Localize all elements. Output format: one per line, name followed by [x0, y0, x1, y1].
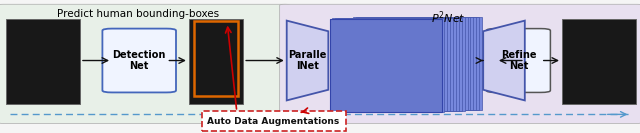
Bar — [370, 16, 482, 110]
Text: Refine
Net: Refine Net — [500, 50, 536, 71]
Polygon shape — [483, 21, 525, 100]
Bar — [333, 18, 444, 112]
FancyBboxPatch shape — [0, 4, 290, 123]
FancyBboxPatch shape — [102, 29, 176, 92]
Text: $P^2$Net: $P^2$Net — [431, 9, 465, 26]
Bar — [344, 18, 456, 111]
Bar — [335, 18, 447, 111]
Bar — [347, 18, 459, 111]
Bar — [356, 17, 467, 110]
Text: Predict human bounding-boxes: Predict human bounding-boxes — [56, 9, 219, 19]
Bar — [194, 21, 238, 96]
Bar — [364, 17, 476, 110]
Bar — [349, 18, 462, 111]
Bar — [189, 19, 243, 104]
Bar — [341, 18, 453, 111]
Bar — [339, 18, 451, 111]
Bar — [353, 17, 465, 111]
FancyBboxPatch shape — [280, 4, 640, 123]
Polygon shape — [287, 21, 328, 100]
Bar — [6, 19, 80, 104]
Bar — [562, 19, 636, 104]
Text: Paralle
lNet: Paralle lNet — [288, 50, 326, 71]
Bar — [330, 19, 442, 112]
Bar — [361, 17, 474, 110]
Bar — [330, 19, 442, 112]
Text: Auto Data Augmentations: Auto Data Augmentations — [207, 117, 340, 126]
FancyBboxPatch shape — [486, 29, 550, 92]
Bar — [367, 17, 479, 110]
FancyBboxPatch shape — [202, 111, 346, 131]
Bar — [358, 17, 470, 110]
Text: Detection
Net: Detection Net — [113, 50, 166, 71]
